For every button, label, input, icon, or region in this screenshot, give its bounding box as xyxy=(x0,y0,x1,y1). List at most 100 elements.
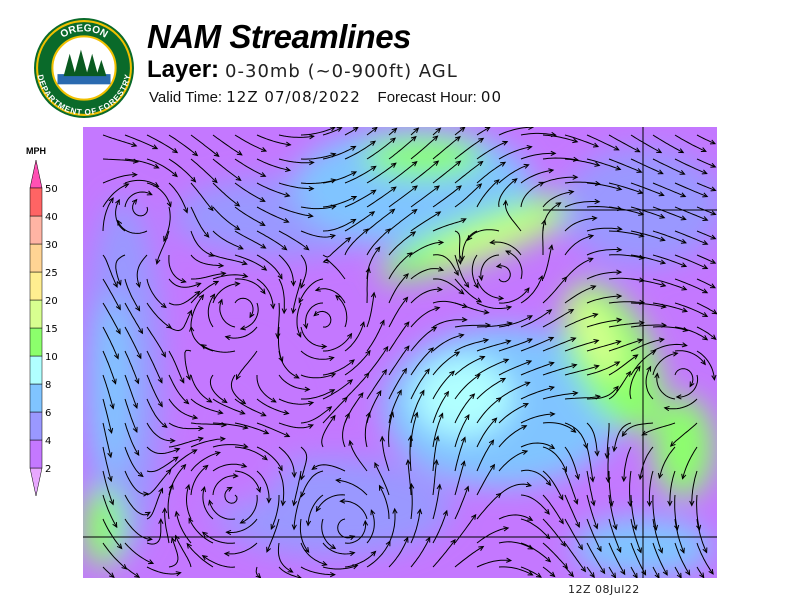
legend-swatch xyxy=(29,411,43,441)
streamline xyxy=(124,470,148,495)
streamline xyxy=(498,425,527,448)
streamline xyxy=(630,518,642,553)
streamline xyxy=(212,182,240,207)
streamline xyxy=(115,199,126,232)
streamline-arrow xyxy=(409,482,415,489)
streamline-arrow xyxy=(116,543,123,550)
streamline xyxy=(224,542,258,555)
streamline xyxy=(344,551,376,568)
streamline-arrow xyxy=(460,436,466,443)
streamline-arrow xyxy=(234,201,241,207)
streamline xyxy=(652,206,686,220)
streamline-arrow xyxy=(455,160,462,166)
streamline-arrow xyxy=(157,401,163,408)
streamline xyxy=(102,470,114,505)
streamline-arrow xyxy=(166,201,172,208)
streamline xyxy=(652,302,688,312)
streamline xyxy=(476,302,512,309)
streamline-arrow xyxy=(469,393,476,400)
streamline xyxy=(234,182,266,202)
streamline-arrow xyxy=(345,236,352,243)
streamline-arrow xyxy=(473,282,479,289)
streamline-arrow xyxy=(634,147,641,153)
streamline-arrow xyxy=(549,411,556,417)
streamline-arrow xyxy=(134,572,141,578)
streamline xyxy=(410,537,431,568)
streamline-arrow xyxy=(107,475,113,483)
streamline xyxy=(168,291,200,306)
streamline-arrow xyxy=(660,282,667,288)
streamline xyxy=(322,196,357,208)
streamline xyxy=(388,297,408,328)
streamline-arrow xyxy=(241,462,248,468)
streamline xyxy=(696,230,716,240)
streamline xyxy=(454,461,465,496)
streamline xyxy=(564,395,600,400)
streamline-arrow xyxy=(463,281,470,288)
streamline-arrow xyxy=(549,571,556,578)
streamline xyxy=(410,268,444,280)
streamline-arrow xyxy=(291,524,297,531)
streamline xyxy=(364,412,371,448)
streamline-arrow xyxy=(109,403,115,410)
streamline-arrow xyxy=(413,127,420,134)
streamline xyxy=(652,352,678,376)
streamline xyxy=(388,185,418,208)
streamline-arrow xyxy=(550,150,557,157)
streamline xyxy=(201,344,236,353)
streamline xyxy=(124,494,151,516)
streamline-arrow xyxy=(590,500,596,507)
streamline-arrow xyxy=(256,486,262,494)
streamline xyxy=(498,514,533,521)
streamline-arrow xyxy=(239,325,246,331)
streamline-arrow xyxy=(522,403,529,408)
streamline-arrow xyxy=(669,441,676,447)
wind-speed-legend: MPH 2 4 6 8 10 15 20 25 30 40 50 xyxy=(26,146,58,497)
streamline xyxy=(454,324,490,328)
streamline xyxy=(432,460,438,496)
streamline-arrow xyxy=(115,304,121,311)
streamline xyxy=(652,182,686,197)
streamline xyxy=(115,254,126,286)
streamline-arrow xyxy=(654,572,660,578)
legend-label: 10 xyxy=(45,352,58,363)
streamline xyxy=(388,508,396,544)
streamline-arrow xyxy=(681,285,688,291)
streamline xyxy=(454,302,489,314)
streamline xyxy=(190,294,204,327)
streamline-arrow xyxy=(632,524,638,531)
streamline-arrow xyxy=(208,499,214,506)
streamline-arrow xyxy=(183,207,189,214)
streamline-arrow xyxy=(435,127,442,134)
streamline-arrow xyxy=(572,174,579,180)
streamline xyxy=(168,182,188,213)
streamline-arrow xyxy=(658,337,665,343)
streamline-arrow xyxy=(710,162,717,168)
streamline xyxy=(342,413,350,448)
streamline-arrow xyxy=(410,135,417,142)
streamline-arrow xyxy=(442,509,448,516)
streamline-arrow xyxy=(616,269,623,275)
streamline-arrow xyxy=(190,176,197,183)
streamline-arrow xyxy=(131,172,138,178)
streamline xyxy=(520,337,554,352)
streamline-arrow xyxy=(613,145,620,151)
streamline-arrow xyxy=(575,521,580,528)
streamline-arrow xyxy=(132,426,138,433)
streamline-arrow xyxy=(667,500,673,507)
streamline-arrow xyxy=(375,246,381,253)
streamline xyxy=(476,417,497,448)
streamline xyxy=(586,319,622,328)
streamline-arrow xyxy=(385,228,391,234)
streamline xyxy=(278,182,314,190)
streamline xyxy=(476,493,502,520)
streamline xyxy=(476,559,511,568)
streamline-arrow xyxy=(476,297,483,303)
streamline xyxy=(240,302,259,330)
streamline xyxy=(432,351,460,376)
streamline xyxy=(410,412,418,448)
streamline xyxy=(696,182,716,191)
streamline-arrow xyxy=(180,278,187,284)
legend-swatch xyxy=(29,439,43,469)
streamline xyxy=(498,403,529,424)
